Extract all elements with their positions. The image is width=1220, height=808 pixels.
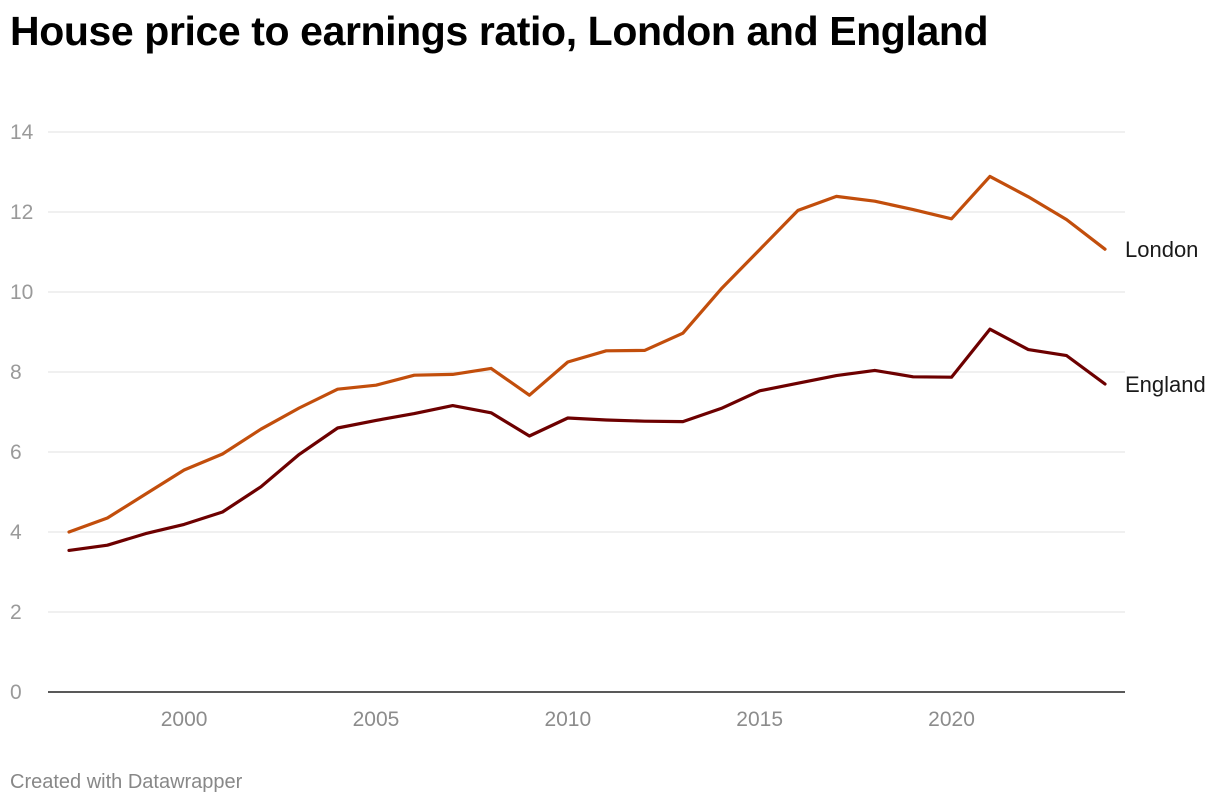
- x-tick-label-2005: 2005: [353, 708, 400, 731]
- y-tick-label-0: 0: [10, 681, 22, 704]
- series-labels: London England: [1125, 237, 1206, 397]
- x-axis-ticks: 2000 2005 2010 2015 2020: [161, 708, 975, 731]
- y-tick-label-8: 8: [10, 361, 22, 384]
- series-label-london: London: [1125, 237, 1198, 262]
- x-tick-label-2010: 2010: [544, 708, 591, 731]
- x-tick-label-2000: 2000: [161, 708, 208, 731]
- y-tick-label-12: 12: [10, 201, 33, 224]
- y-axis-ticks: 0 2 4 6 8 10 12 14: [10, 121, 34, 704]
- chart-title: House price to earnings ratio, London an…: [10, 8, 989, 54]
- y-tick-label-4: 4: [10, 521, 22, 544]
- series-line-england: [67, 327, 1107, 553]
- series-lines: [67, 174, 1107, 553]
- x-tick-label-2020: 2020: [928, 708, 975, 731]
- y-tick-label-10: 10: [10, 281, 33, 304]
- y-tick-label-2: 2: [10, 601, 22, 624]
- y-tick-label-6: 6: [10, 441, 22, 464]
- y-tick-label-14: 14: [10, 121, 34, 144]
- series-line-london: [67, 174, 1107, 534]
- x-tick-label-2015: 2015: [736, 708, 783, 731]
- datawrapper-credit: Created with Datawrapper: [10, 771, 243, 793]
- series-label-england: England: [1125, 372, 1206, 397]
